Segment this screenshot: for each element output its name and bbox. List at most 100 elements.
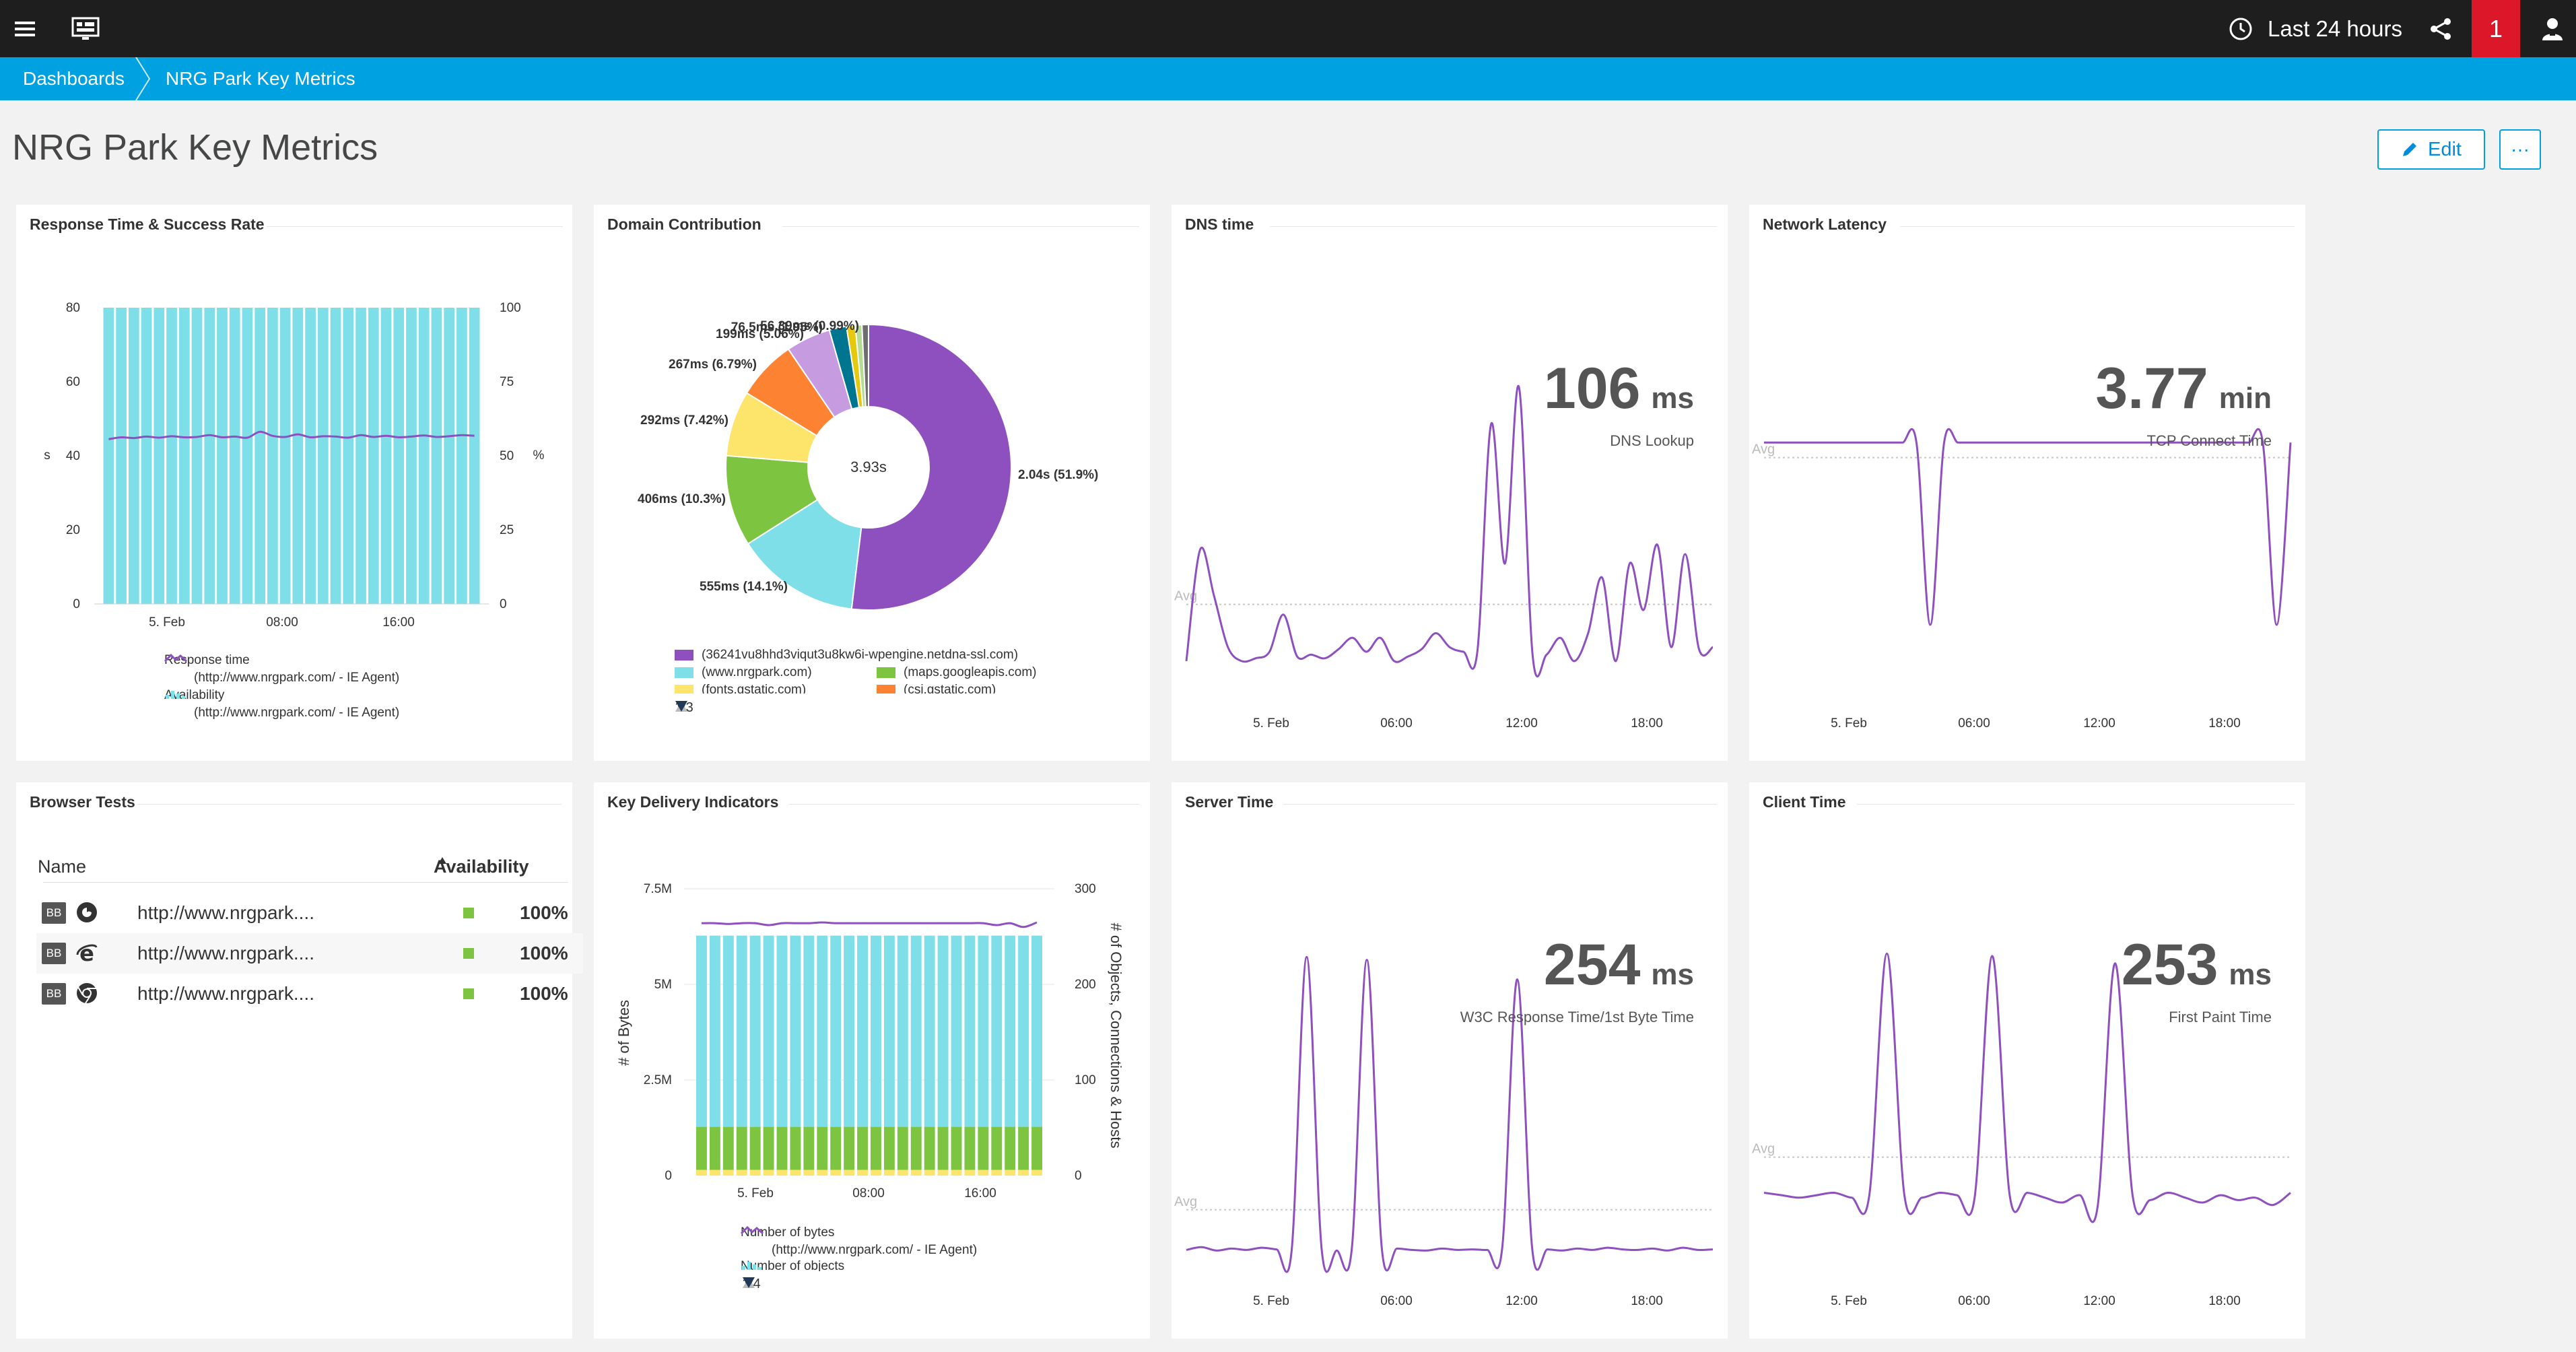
legend-domain-5[interactable]: (csi.gstatic.com) xyxy=(877,683,996,694)
hosts-bar xyxy=(736,1170,747,1176)
hosts-bar xyxy=(749,1170,761,1176)
pager-down-icon[interactable] xyxy=(742,1277,755,1289)
tile-client-time[interactable]: Client Time Avg 5. Feb 06:00 12:00 18:00 253… xyxy=(1749,782,2305,1339)
objects-bar xyxy=(937,935,949,1127)
edit-button-label: Edit xyxy=(2428,138,2462,160)
x-tick-label: 16:00 xyxy=(964,1186,996,1201)
tile-dns-time[interactable]: DNS time Avg 5. Feb 06:00 12:00 18:00 106 ms … xyxy=(1172,205,1728,761)
dns-value: 106 ms xyxy=(1544,356,1694,422)
availability-value: 100% xyxy=(520,902,568,923)
availability-bar xyxy=(166,308,177,604)
timeframe-selector[interactable]: Last 24 hours xyxy=(2229,0,2402,57)
legend-swatch xyxy=(675,667,693,678)
line-series-icon xyxy=(741,1225,764,1235)
objects-bar xyxy=(790,935,801,1127)
share-icon[interactable] xyxy=(2418,0,2463,57)
x-tick-label: 5. Feb xyxy=(1253,1294,1289,1308)
kdi-legend-pager: 1/4 xyxy=(742,1277,761,1292)
tile-title: Response Time & Success Rate xyxy=(30,215,265,233)
more-options-button[interactable]: ··· xyxy=(2499,129,2541,170)
tile-key-delivery-indicators[interactable]: Key Delivery Indicators 0 2.5M 5M 7.5M 0 100 2… xyxy=(594,782,1150,1339)
legend-response-time-label: Response time xyxy=(164,653,250,667)
objects-bar xyxy=(871,935,881,1127)
legend-domain-4-label: (fonts.gstatic.com) xyxy=(702,683,807,694)
hamburger-menu-icon[interactable] xyxy=(0,0,50,57)
hosts-bar xyxy=(1018,1170,1029,1176)
connections-bar xyxy=(991,1126,1003,1170)
browser-test-row[interactable]: BB http://www.nrgpark.... 100% xyxy=(36,974,583,1014)
connections-bar xyxy=(722,1126,734,1170)
tile-server-time[interactable]: Server Time Avg 5. Feb 06:00 12:00 18:00 254… xyxy=(1172,782,1728,1339)
problem-count-badge[interactable]: 1 xyxy=(2472,0,2520,57)
tile-response-time[interactable]: Response Time & Success Rate 0 20 40 60 80 0 2… xyxy=(16,205,572,761)
connections-bar xyxy=(763,1126,774,1170)
domain-legend-pager: 1/3 xyxy=(675,700,693,716)
availability-bar xyxy=(317,308,329,604)
y2-tick-label: 300 xyxy=(1075,882,1096,896)
availability-bar xyxy=(178,308,190,604)
objects-bar xyxy=(883,935,895,1127)
legend-domain-2[interactable]: (www.nrgpark.com) xyxy=(675,665,812,680)
x-tick-label: 5. Feb xyxy=(737,1186,774,1201)
legend-number-of-bytes[interactable]: Number of bytes xyxy=(741,1225,834,1240)
y-tick-label: 0 xyxy=(665,1169,672,1183)
x-tick-label: 08:00 xyxy=(266,615,298,630)
hosts-bar xyxy=(803,1170,815,1176)
avg-label: Avg xyxy=(1174,1194,1197,1209)
pie-slice-label: 267ms (6.79%) xyxy=(669,358,757,372)
availability-bar xyxy=(444,308,455,604)
availability-bar xyxy=(393,308,405,604)
tile-divider xyxy=(1270,226,1717,227)
user-icon[interactable] xyxy=(2529,0,2576,57)
value-unit: min xyxy=(2218,382,2272,415)
pager-down-icon[interactable] xyxy=(675,700,688,712)
objects-bar xyxy=(763,935,774,1127)
metric-line xyxy=(1763,952,2291,1223)
avg-label: Avg xyxy=(1752,442,1775,457)
test-name-link[interactable]: http://www.nrgpark.... xyxy=(137,943,314,964)
objects-bar xyxy=(736,935,747,1127)
badge: BB xyxy=(42,902,66,924)
legend-domain-1[interactable]: (36241vu8hhd3viqut3u8kw6i-wpengine.netdn… xyxy=(675,648,1018,663)
browser-test-row[interactable]: BB e http://www.nrgpark.... 100% xyxy=(36,933,583,974)
domain-contribution-chart: 3.93s 2.04s (51.9%) 555ms (14.1%) 406ms (10… xyxy=(638,319,1098,611)
connections-bar xyxy=(1005,1126,1016,1170)
x-tick-label: 18:00 xyxy=(2208,716,2241,731)
x-tick-label: 08:00 xyxy=(852,1186,885,1201)
browser-test-row[interactable]: BB http://www.nrgpark.... 100% xyxy=(36,893,583,933)
legend-availability[interactable]: Availability xyxy=(164,688,224,703)
tile-title: Client Time xyxy=(1763,793,1846,811)
monitor-dashboard-icon[interactable] xyxy=(62,0,109,57)
availability-bar xyxy=(217,308,228,604)
value-number: 253 xyxy=(2121,933,2218,997)
test-name-link[interactable]: http://www.nrgpark.... xyxy=(137,983,314,1004)
y-tick-label: 20 xyxy=(66,523,80,537)
objects-bar xyxy=(924,935,935,1127)
objects-bar xyxy=(1031,935,1042,1127)
clock-icon xyxy=(2229,18,2252,40)
y2-tick-label: 200 xyxy=(1075,978,1096,992)
breadcrumb-dashboards[interactable]: Dashboards xyxy=(23,57,125,100)
x-tick-label: 12:00 xyxy=(1505,716,1538,731)
column-header-name[interactable]: Name xyxy=(38,856,87,877)
edit-button[interactable]: Edit xyxy=(2377,129,2485,170)
hosts-bar xyxy=(696,1170,707,1176)
tile-browser-tests[interactable]: Browser Tests Name Availability BB http:… xyxy=(16,782,583,1339)
legend-domain-4[interactable]: (fonts.gstatic.com) xyxy=(675,683,806,694)
connections-bar xyxy=(736,1126,747,1170)
test-name-link[interactable]: http://www.nrgpark.... xyxy=(137,902,314,923)
legend-domain-3[interactable]: (maps.googleapis.com) xyxy=(877,665,1036,680)
tile-domain-contribution[interactable]: Domain Contribution 3.93s 2.04s (51.9%) 55… xyxy=(594,205,1150,761)
y-tick-label: 0 xyxy=(73,597,80,611)
column-header-availability[interactable]: Availability xyxy=(434,856,529,877)
tile-network-latency[interactable]: Network Latency Avg 5. Feb 06:00 12:00 18:00… xyxy=(1749,205,2305,761)
legend-number-of-objects[interactable]: Number of objects xyxy=(741,1260,844,1271)
tile-divider xyxy=(267,226,563,227)
legend-number-of-objects-label: Number of objects xyxy=(741,1260,845,1271)
legend-response-time[interactable]: Response time xyxy=(164,653,250,668)
objects-bar xyxy=(722,935,734,1127)
y2-tick-label: 0 xyxy=(500,597,507,611)
hosts-bar xyxy=(883,1170,895,1176)
objects-bar xyxy=(817,935,828,1127)
tile-title: DNS time xyxy=(1185,215,1254,233)
